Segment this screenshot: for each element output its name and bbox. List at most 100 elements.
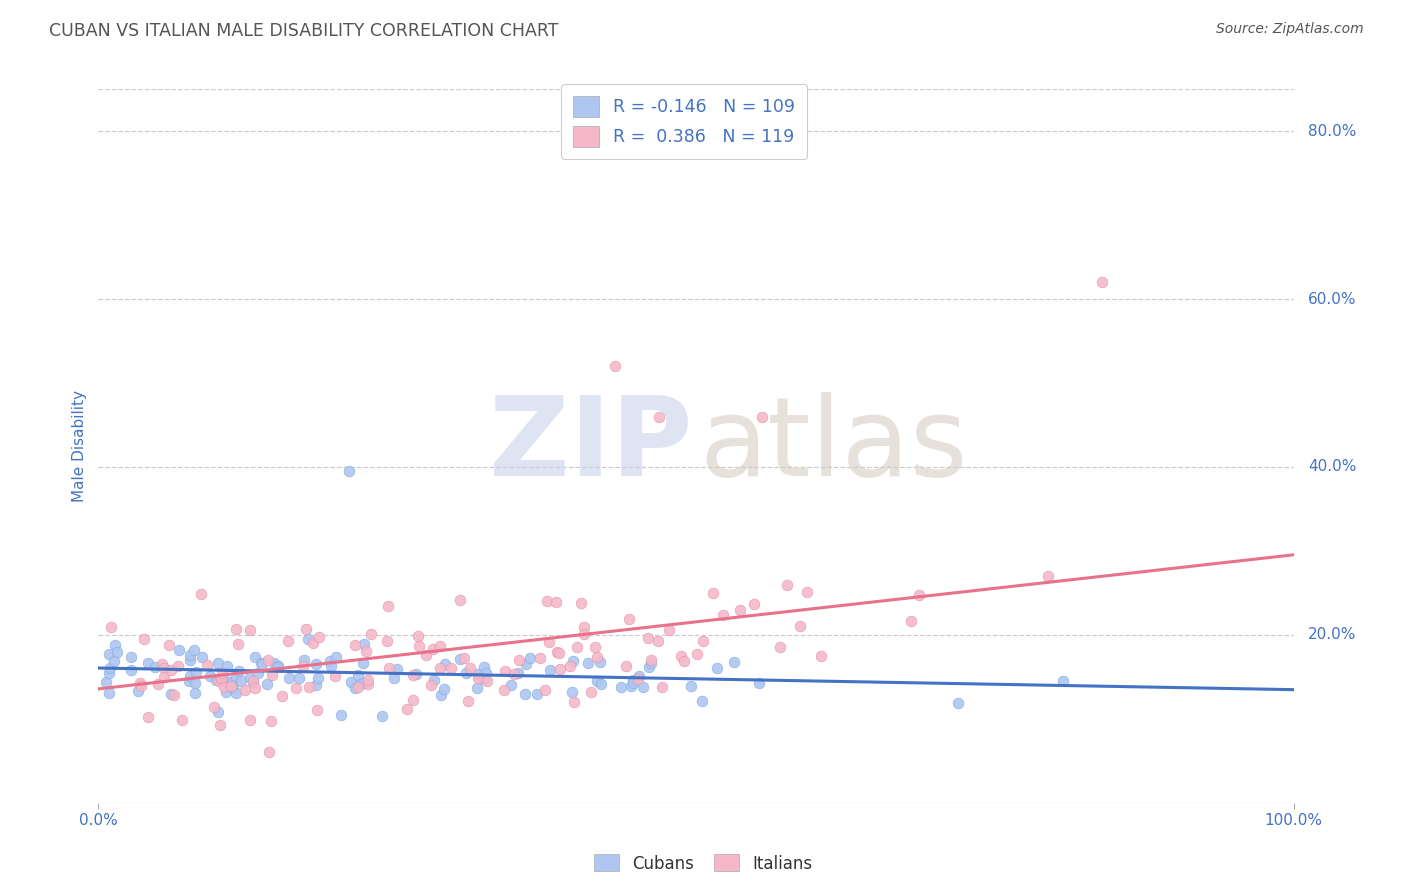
- Point: [239, 670, 262, 684]
- Point: [228, 664, 250, 678]
- Point: [167, 642, 190, 657]
- Point: [501, 678, 523, 692]
- Point: [395, 702, 418, 716]
- Point: [692, 634, 714, 648]
- Point: [457, 694, 479, 708]
- Point: [513, 687, 536, 701]
- Point: [647, 409, 669, 424]
- Point: [214, 680, 236, 694]
- Point: [243, 681, 266, 695]
- Point: [257, 653, 280, 667]
- Point: [357, 677, 380, 691]
- Point: [103, 654, 125, 668]
- Point: [585, 673, 607, 688]
- Point: [339, 464, 361, 478]
- Point: [384, 671, 406, 685]
- Point: [267, 660, 290, 674]
- Point: [319, 659, 342, 673]
- Point: [278, 671, 301, 685]
- Point: [546, 595, 568, 609]
- Point: [751, 409, 773, 424]
- Point: [429, 661, 451, 675]
- Point: [546, 645, 568, 659]
- Point: [640, 653, 662, 667]
- Point: [402, 692, 425, 706]
- Point: [946, 696, 969, 710]
- Point: [305, 657, 328, 672]
- Point: [627, 672, 650, 686]
- Point: [690, 693, 713, 707]
- Point: [449, 592, 471, 607]
- Text: ZIP: ZIP: [489, 392, 692, 500]
- Point: [208, 718, 231, 732]
- Point: [1052, 674, 1074, 689]
- Point: [440, 661, 463, 675]
- Point: [103, 639, 125, 653]
- Point: [132, 632, 155, 646]
- Point: [195, 658, 218, 673]
- Point: [433, 657, 456, 671]
- Point: [583, 640, 606, 654]
- Legend: Cubans, Italians: Cubans, Italians: [586, 847, 820, 880]
- Point: [375, 633, 398, 648]
- Point: [586, 650, 609, 665]
- Point: [640, 656, 662, 670]
- Point: [508, 653, 530, 667]
- Point: [343, 681, 366, 695]
- Point: [503, 667, 526, 681]
- Point: [179, 653, 201, 667]
- Point: [285, 681, 308, 695]
- Point: [157, 638, 180, 652]
- Point: [191, 650, 214, 665]
- Point: [429, 639, 451, 653]
- Point: [243, 650, 266, 665]
- Point: [742, 598, 765, 612]
- Legend: R = -0.146   N = 109, R =  0.386   N = 119: R = -0.146 N = 109, R = 0.386 N = 119: [561, 84, 807, 159]
- Point: [453, 650, 475, 665]
- Point: [207, 706, 229, 720]
- Point: [215, 659, 238, 673]
- Point: [672, 653, 695, 667]
- Point: [789, 619, 811, 633]
- Point: [205, 673, 228, 687]
- Point: [323, 669, 346, 683]
- Point: [291, 659, 314, 673]
- Point: [621, 675, 644, 690]
- Point: [472, 660, 495, 674]
- Point: [166, 659, 188, 673]
- Point: [198, 669, 221, 683]
- Text: 40.0%: 40.0%: [1308, 459, 1357, 475]
- Point: [225, 686, 247, 700]
- Point: [495, 664, 517, 678]
- Point: [225, 669, 247, 683]
- Point: [242, 675, 264, 690]
- Point: [454, 666, 477, 681]
- Point: [298, 680, 321, 694]
- Point: [297, 632, 319, 647]
- Point: [143, 660, 166, 674]
- Point: [170, 714, 193, 728]
- Point: [1091, 275, 1114, 289]
- Point: [221, 679, 243, 693]
- Point: [658, 624, 681, 638]
- Point: [371, 709, 394, 723]
- Point: [257, 746, 280, 760]
- Point: [208, 674, 231, 689]
- Point: [423, 673, 446, 687]
- Point: [475, 666, 498, 681]
- Point: [1036, 568, 1059, 582]
- Point: [120, 650, 142, 665]
- Point: [536, 594, 558, 608]
- Point: [686, 647, 709, 661]
- Point: [344, 638, 367, 652]
- Point: [131, 679, 153, 693]
- Point: [730, 603, 752, 617]
- Point: [748, 675, 770, 690]
- Point: [617, 612, 640, 626]
- Point: [538, 663, 561, 677]
- Point: [267, 659, 290, 673]
- Point: [561, 685, 583, 699]
- Point: [572, 620, 595, 634]
- Point: [183, 643, 205, 657]
- Point: [433, 681, 456, 696]
